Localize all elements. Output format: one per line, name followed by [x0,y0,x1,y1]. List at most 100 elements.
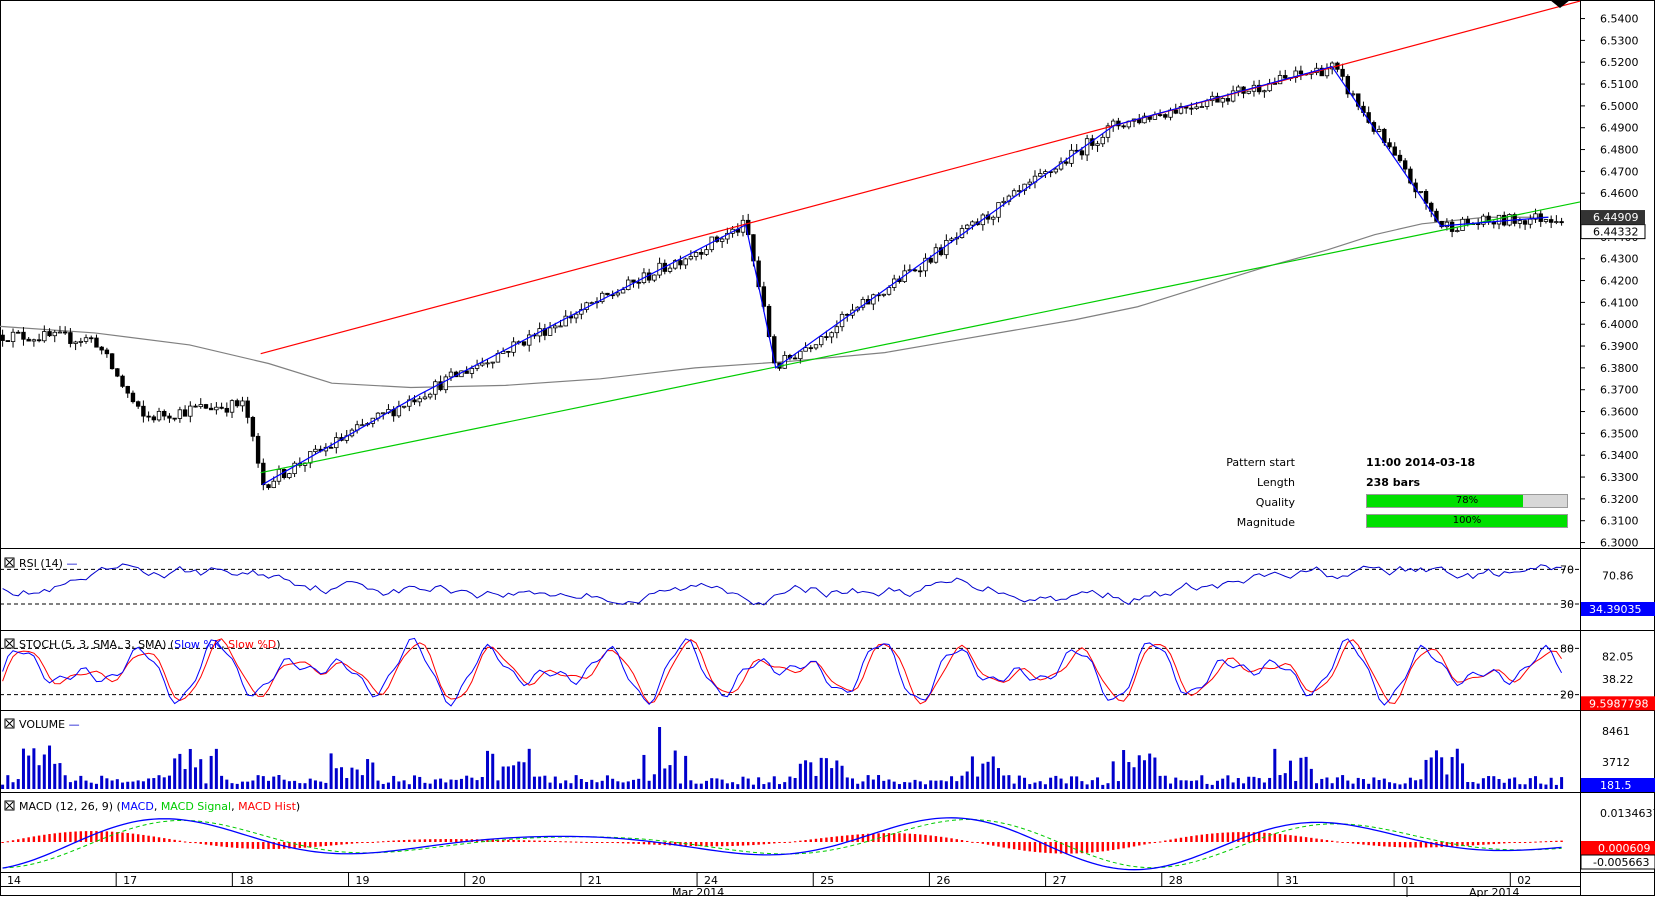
candle-body [172,417,177,420]
macd-hist-bar [830,836,833,842]
volume-bar [1059,778,1063,789]
candle-body [229,400,235,413]
macd-hist-bar [1424,842,1428,848]
macd-hist-bar [887,833,891,842]
volume-bar [1273,748,1277,789]
candle-body [803,347,808,352]
volume-bar [887,779,891,789]
macd-hist-bar [773,842,776,844]
rsi-axis-label: 70.86 [1602,569,1634,582]
volume-bar [850,778,854,789]
volume-bar [63,775,67,789]
volume-bar [324,782,328,789]
macd-hist-bar [460,839,463,842]
macd-hist-bar [27,837,30,842]
candle-body [448,371,454,378]
macd-hist-bar [1466,842,1469,846]
volume-bar [376,780,380,789]
volume-bar [970,756,974,789]
macd-hist-bar [1065,842,1068,854]
macd-hist-bar [173,839,176,842]
volume-bar [209,755,213,789]
volume-bar [1299,757,1303,789]
stoch-title: STOCH (5, 3, SMA, 3, SMA) (Slow %K, Slow… [19,638,281,651]
volume-bar [522,762,526,789]
volume-bar [877,775,881,789]
volume-bar [1507,778,1511,789]
candle-body [5,340,11,342]
candle-body [1324,68,1330,77]
macd-hist-bar [1299,836,1303,842]
panel-collapse-icon-cross [5,801,14,810]
macd-hist-bar [1127,842,1131,848]
macd-hist-bar [522,840,526,842]
volume-bar [1101,784,1105,789]
candle-body [1199,106,1205,108]
macd-hist-bar [1409,842,1412,848]
candle-body [240,400,245,407]
volume-bar [74,780,78,789]
candle-body [162,410,167,417]
volume-bar [538,776,542,789]
macd-hist-bar [1367,842,1370,846]
volume-bar [1231,782,1235,789]
macd-hist-bar [866,833,870,842]
macd-hist-bar [517,840,520,842]
macd-hist-bar [731,842,734,846]
macd-hist-bar [528,840,531,842]
candle-body [10,331,16,342]
volume-bar [1335,777,1339,789]
candle-body [704,249,709,255]
candle-body [433,381,438,395]
volume-bar [585,781,589,789]
volume-bar [491,753,495,789]
stoch-k-line [2,637,1563,707]
volume-bar [621,782,625,789]
candle-body [1283,75,1288,79]
candle-body [521,341,527,346]
macd-hist-bar [554,841,557,843]
macd-hist-bar [1044,842,1047,853]
price-tick-label: 6.4700 [1600,165,1639,178]
macd-hist-bar [1398,842,1402,848]
macd-hist-bar [1117,842,1120,850]
macd-hist-bar [496,839,500,842]
candle-body [605,292,610,296]
volume-bar [194,767,198,789]
candle-body [1522,220,1528,225]
candle-body [636,281,641,284]
volume-bar [470,777,474,789]
candle-body [923,257,928,272]
candle-body [1220,98,1225,103]
volume-bar [1,784,5,789]
volume-bar [741,776,745,789]
volume-bar [334,768,338,789]
macd-hist-bar [1539,841,1542,843]
macd-hist-bar [986,842,990,845]
candle-body [266,484,271,489]
volume-bar [996,768,1000,789]
macd-hist-bar [110,831,114,842]
macd-hist-bar [241,842,244,849]
volume-axis-label: 8461 [1602,725,1630,738]
quality-bar-value: 78% [1455,495,1479,506]
volume-bar [1236,778,1240,789]
candle-body [21,331,26,340]
macd-hist-bar [1221,832,1224,842]
volume-bar [1205,783,1209,789]
month-label: Mar 2014 [672,886,724,897]
volume-bar [6,775,10,789]
macd-hist-bar [700,842,703,847]
volume-bar [856,783,860,789]
macd-hist-bar [465,839,468,842]
volume-bar [835,760,839,789]
panel-collapse-icon [4,557,15,568]
volume-bar [1069,776,1073,789]
macd-hist-bar [152,836,156,842]
volume-bar [678,783,682,789]
candle-body [553,325,558,329]
macd-hist-bar [877,833,880,842]
price-tick-label: 6.3500 [1600,427,1639,440]
macd-hist-bar [585,841,588,843]
volume-bar [1137,755,1141,789]
